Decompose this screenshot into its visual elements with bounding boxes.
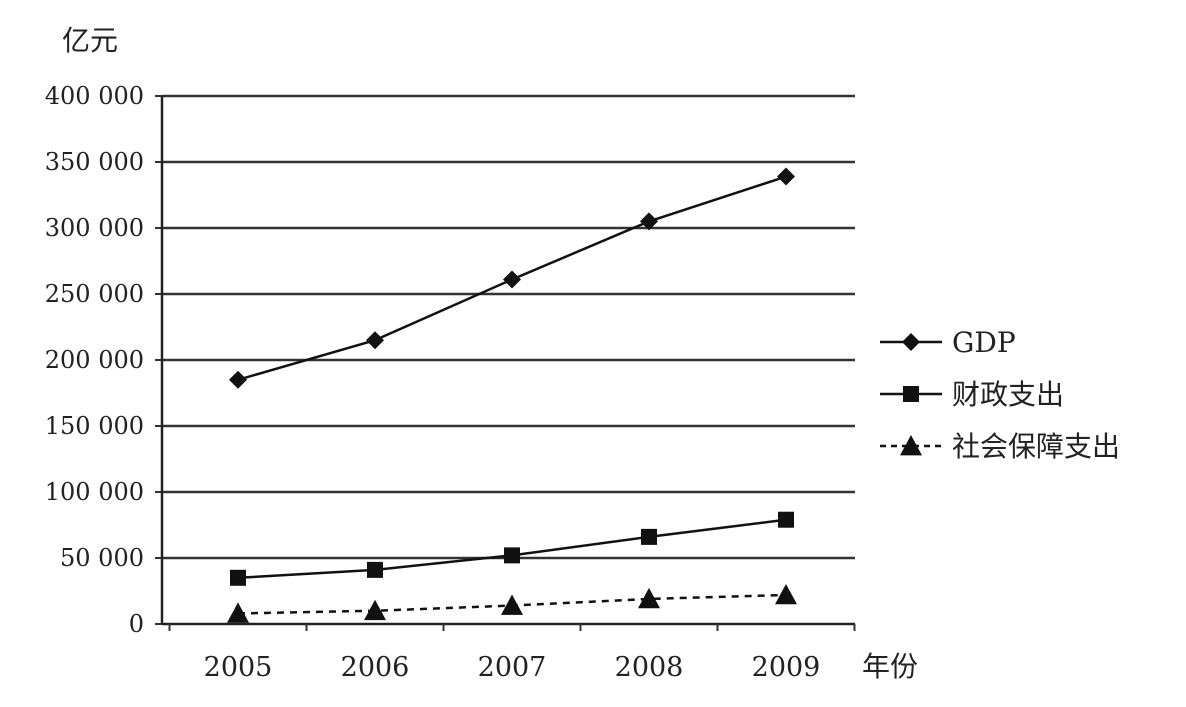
data-point-marker [366,331,384,350]
y-axis-unit-label: 亿元 [62,24,118,57]
legend-marker [903,386,919,402]
x-tick-labels: 2005 2006 2007 2008 2009 [204,652,821,683]
data-series [227,167,797,623]
y-tick-label: 200 000 [45,346,144,374]
y-tick-label: 50 000 [60,544,144,572]
y-tick-label: 400 000 [45,82,144,110]
series-1 [229,167,795,389]
legend-label: 财政支出 [952,378,1064,411]
data-point-marker [641,528,657,545]
legend-marker [900,435,922,456]
data-point-marker [367,561,383,578]
data-point-marker [230,569,246,586]
series-3 [227,583,797,623]
y-tick-label: 350 000 [45,148,144,176]
y-tick-label: 250 000 [45,280,144,308]
y-tick-labels: 0 50 000 100 000 150 000 200 000 250 000 300 0… [45,82,144,638]
x-tick-label: 2006 [341,652,410,683]
data-point-marker [777,167,795,186]
gridlines [162,94,855,560]
legend-item: 社会保障支出 [880,430,1120,463]
axes [155,95,856,631]
y-tick-label: 0 [129,610,144,638]
legend-label: GDP [952,326,1016,359]
x-tick-label: 2005 [204,652,273,683]
data-point-marker [227,602,249,623]
x-tick-label: 2007 [478,652,547,683]
data-point-marker [504,547,520,564]
series-2 [230,511,794,586]
data-point-marker [640,212,658,231]
data-point-marker [775,583,797,605]
data-point-marker [503,270,521,289]
x-axis-unit-label: 年份 [862,650,918,683]
y-tick-label: 300 000 [45,214,144,242]
legend-item: GDP [880,326,1016,359]
data-point-marker [501,594,523,615]
legend-label: 社会保障支出 [952,430,1120,463]
y-tick-label: 100 000 [45,478,144,506]
x-tick-label: 2008 [615,652,684,683]
data-point-marker [229,370,247,389]
legend-item: 财政支出 [880,378,1064,411]
data-point-marker [778,511,794,528]
legend-marker [902,333,920,351]
data-point-marker [638,587,660,609]
y-tick-label: 150 000 [45,412,144,440]
x-tick-label: 2009 [752,652,821,683]
data-point-marker [364,599,386,621]
